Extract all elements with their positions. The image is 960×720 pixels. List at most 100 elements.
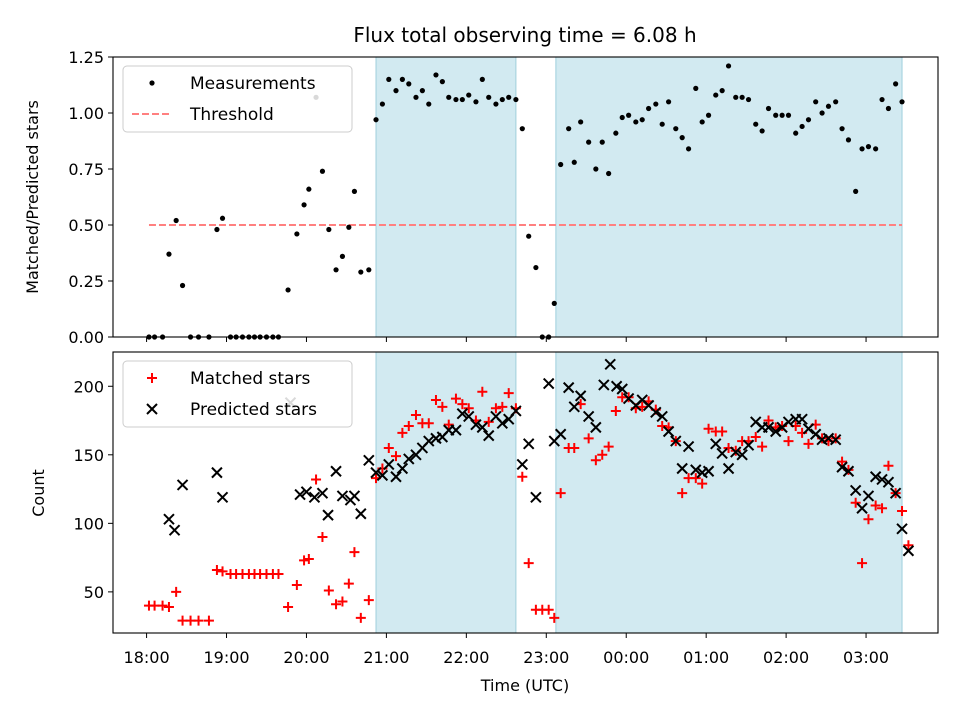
measurements-point	[453, 96, 459, 103]
predicted-stars-point	[176, 479, 189, 491]
predicted-stars-point	[762, 421, 775, 434]
matched-stars-point	[211, 564, 222, 575]
measurements-point	[873, 146, 879, 152]
measurements-point	[586, 139, 592, 145]
predicted-stars-point	[616, 383, 628, 395]
measurements-point	[646, 105, 652, 112]
matched-stars-point	[203, 615, 214, 626]
matched-stars-point	[543, 604, 554, 615]
predicted-stars-point	[574, 390, 587, 402]
predicted-stars-point	[456, 407, 469, 420]
predicted-stars-point	[716, 447, 728, 460]
predicted-stars-point	[676, 462, 688, 475]
matched-stars-point	[323, 585, 334, 596]
predicted-stars-point	[294, 488, 306, 501]
legend: Matched stars Predicted stars	[122, 360, 353, 428]
matched-stars-point	[657, 421, 668, 432]
measurements-point	[358, 269, 364, 275]
predicted-stars-point	[836, 461, 848, 473]
matched-stars-point	[299, 555, 310, 566]
measurements-point	[745, 96, 752, 103]
predicted-stars-point	[902, 545, 915, 557]
predicted-stars-point	[211, 466, 223, 479]
measurements-point	[214, 226, 220, 233]
matched-stars-point	[697, 478, 708, 489]
measurements-point	[513, 96, 519, 103]
matched-stars-point	[549, 612, 560, 623]
measurements-point	[578, 119, 584, 125]
measurements-point	[885, 105, 892, 112]
predicted-stars-point	[656, 410, 668, 423]
measurements-point	[599, 139, 605, 145]
measurements-point	[173, 217, 179, 224]
measurements-point	[879, 96, 885, 103]
matched-stars-point	[337, 596, 348, 607]
predicted-stars-point	[829, 434, 842, 446]
predicted-stars-point	[736, 449, 748, 461]
measurements-point	[805, 117, 812, 123]
matched-stars-point	[349, 547, 360, 558]
predicted-stars-point	[710, 438, 722, 450]
matched-stars-point	[610, 405, 621, 416]
predicted-stars-point	[530, 491, 542, 504]
predicted-stars-point	[396, 462, 409, 475]
matched-stars-point	[863, 514, 874, 525]
x-axis-title: Time (UTC)	[480, 676, 569, 695]
measurements-point	[426, 101, 432, 107]
x-tick-label: 02:00	[763, 648, 809, 667]
matched-stars-point	[603, 441, 614, 452]
measurements-point	[179, 282, 186, 289]
measurements-point	[446, 94, 452, 100]
y-tick-label: 150	[73, 446, 104, 465]
predicted-stars-point	[568, 401, 580, 413]
measurements-point	[351, 188, 358, 194]
measurements-point	[839, 126, 845, 132]
measurements-point	[333, 267, 339, 273]
matched-stars-point	[555, 488, 566, 499]
chart-title: Flux total observing time = 6.08 h	[353, 23, 696, 47]
measurements-point	[571, 159, 577, 165]
matched-stars-point	[437, 401, 448, 412]
predicted-stars-point	[662, 425, 675, 438]
measurements-point	[486, 94, 492, 100]
matched-stars-point	[497, 401, 508, 412]
predicted-stars-point	[522, 438, 535, 450]
measurements-point	[773, 112, 779, 118]
matched-stars-point	[171, 586, 182, 597]
predicted-stars-point	[216, 491, 229, 504]
measurements-point	[439, 79, 445, 85]
predicted-stars-point	[363, 454, 375, 466]
matched-stars-point	[291, 580, 302, 591]
measurements-point	[819, 110, 825, 116]
y-axis-title-count: Count	[29, 469, 48, 517]
matched-stars-point	[783, 436, 794, 447]
predicted-stars-point	[308, 491, 321, 504]
measurements-point	[813, 99, 819, 105]
measurements-point	[593, 166, 599, 172]
matched-stars-point	[423, 418, 434, 429]
matched-stars-point	[903, 540, 914, 551]
matched-stars-point	[503, 388, 514, 399]
matched-stars-point	[410, 410, 421, 421]
predicted-stars-point	[376, 469, 389, 482]
measurements-point	[506, 94, 512, 100]
measurements-point	[379, 101, 386, 107]
measurements-point	[466, 92, 472, 98]
matched-stars-point	[870, 500, 881, 511]
x-axis: 18:00 19:00 20:00 21:00 22:00 23:00 00:00 01:00…	[124, 648, 890, 667]
measurements-point	[653, 101, 659, 107]
matched-stars-point	[450, 393, 461, 404]
x-tick-label: 18:00	[124, 648, 170, 667]
measurements-point	[526, 233, 532, 239]
predicted-stars-point	[330, 465, 342, 477]
matched-stars-point	[355, 612, 366, 623]
legend-label-matched-stars: Matched stars	[190, 369, 310, 389]
matched-stars-point	[283, 601, 294, 612]
legend-label-predicted-stars: Predicted stars	[190, 400, 317, 420]
matched-stars-point	[483, 416, 494, 427]
measurements-point	[399, 76, 405, 82]
y-tick-label: 200	[73, 377, 104, 396]
measurements-point	[753, 121, 759, 127]
predicted-stars-point	[882, 476, 895, 488]
y-tick-label: 0.50	[68, 216, 104, 235]
